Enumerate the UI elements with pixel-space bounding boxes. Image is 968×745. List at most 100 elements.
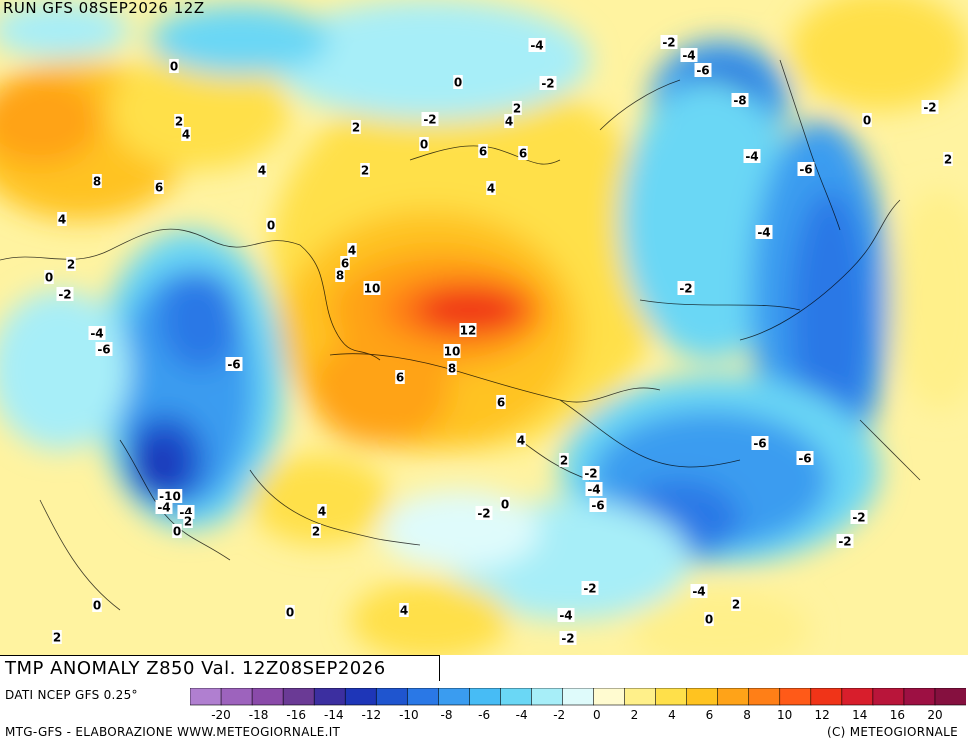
value-label-background (582, 466, 600, 480)
value-label-background (92, 598, 102, 612)
value-label-background (528, 38, 546, 52)
color-scale-tick-label: 4 (668, 708, 676, 722)
value-label-background (862, 113, 872, 127)
color-swatch (624, 688, 657, 706)
value-label-background (539, 76, 557, 90)
value-label-background (512, 101, 522, 115)
value-label-background (518, 146, 528, 160)
anomaly-value-label: 12 (460, 324, 477, 338)
anomaly-value-label: -4 (90, 327, 103, 341)
anomaly-value-label: -6 (798, 452, 811, 466)
value-label-background (174, 114, 184, 128)
anomaly-value-label: 4 (487, 182, 495, 196)
value-label-background (475, 506, 493, 520)
value-label-background (694, 63, 712, 77)
anomaly-value-label: 4 (58, 213, 66, 227)
value-label-background (731, 597, 741, 611)
value-label-background (57, 212, 67, 226)
anomaly-value-label: 0 (93, 599, 101, 613)
color-swatch (313, 688, 346, 706)
color-swatch (251, 688, 284, 706)
color-swatch (375, 688, 408, 706)
value-label-background (335, 268, 345, 282)
anomaly-value-label: 2 (184, 515, 192, 529)
value-label-background (559, 631, 577, 645)
anomaly-value-label: 0 (173, 525, 181, 539)
color-scale-tick-label: 20 (927, 708, 943, 722)
value-label-background (496, 395, 506, 409)
anomaly-value-label: 2 (67, 258, 75, 272)
anomaly-value-label: -2 (423, 113, 436, 127)
anomaly-value-label: 0 (45, 271, 53, 285)
value-label-background (169, 59, 179, 73)
value-label-background (285, 605, 295, 619)
color-scale-tick-label: -12 (361, 708, 382, 722)
value-label-background (478, 144, 488, 158)
value-label-background (340, 256, 350, 270)
value-label-background (44, 270, 54, 284)
anomaly-value-label: 6 (497, 396, 505, 410)
anomaly-value-label: -6 (753, 437, 766, 451)
value-label-background (459, 323, 477, 337)
anomaly-value-label: 8 (93, 175, 101, 189)
anomaly-value-label: 4 (505, 115, 513, 129)
color-scale-tick-label: -14 (323, 708, 344, 722)
value-label-background (943, 152, 953, 166)
value-label-background (755, 225, 773, 239)
color-scale-tick-label: -10 (399, 708, 419, 722)
value-label-background (660, 35, 678, 49)
credit-left: MTG-GFS - ELABORAZIONE WWW.METEOGIORNALE… (5, 725, 341, 739)
color-swatch (344, 688, 377, 706)
anomaly-value-label: 4 (400, 604, 408, 618)
anomaly-value-label: 4 (182, 128, 190, 142)
anomaly-value-label: -4 (559, 609, 572, 623)
value-label-background (56, 287, 74, 301)
anomaly-value-label: -6 (227, 358, 240, 372)
value-label-background (225, 357, 243, 371)
color-swatch (810, 688, 843, 706)
value-label-background (447, 361, 457, 375)
anomaly-value-label: -4 (530, 39, 543, 53)
anomaly-value-label: 6 (155, 181, 163, 195)
color-scale-tick-label: -6 (478, 708, 491, 722)
anomaly-value-label: -4 (682, 49, 695, 63)
value-label-background (585, 482, 603, 496)
value-label-background (557, 608, 575, 622)
value-label-background (52, 630, 62, 644)
value-label-background (850, 510, 868, 524)
value-label-background (172, 524, 182, 538)
color-scale-tick-label: -20 (211, 708, 231, 722)
color-swatch (748, 688, 781, 706)
color-scale-tick-label: 8 (743, 708, 751, 722)
value-label-background (516, 433, 526, 447)
anomaly-value-label: 0 (501, 498, 509, 512)
anomaly-value-label: 0 (863, 114, 871, 128)
color-scale-tick-label: 10 (777, 708, 793, 722)
anomaly-value-label: -4 (757, 226, 770, 240)
color-swatch (903, 688, 936, 706)
map-title: TMP ANOMALY Z850 Val. 12Z08SEP2026 (0, 655, 440, 681)
value-label-background (257, 163, 267, 177)
anomaly-value-label: -4 (745, 150, 758, 164)
value-label-background (360, 163, 370, 177)
anomaly-value-label: 2 (732, 598, 740, 612)
value-label-background (66, 257, 76, 271)
anomaly-value-label: 2 (560, 454, 568, 468)
color-scale-tick-label: 2 (630, 708, 639, 722)
anomaly-value-label: -2 (852, 511, 865, 525)
color-swatch (872, 688, 905, 706)
anomaly-value-label: 0 (705, 613, 713, 627)
anomaly-value-label: 4 (517, 434, 525, 448)
value-label-background (347, 243, 357, 257)
anomaly-value-label: -2 (561, 632, 574, 646)
color-swatch (531, 688, 564, 706)
value-label-background (704, 612, 714, 626)
anomaly-value-label: 8 (336, 269, 344, 283)
credit-right: (C) METEOGIORNALE (826, 725, 958, 739)
anomaly-value-label: -2 (58, 288, 71, 302)
color-swatch (438, 688, 470, 706)
value-label-background (154, 180, 164, 194)
anomaly-value-label: -2 (541, 77, 554, 91)
anomaly-value-label: 4 (348, 244, 356, 258)
